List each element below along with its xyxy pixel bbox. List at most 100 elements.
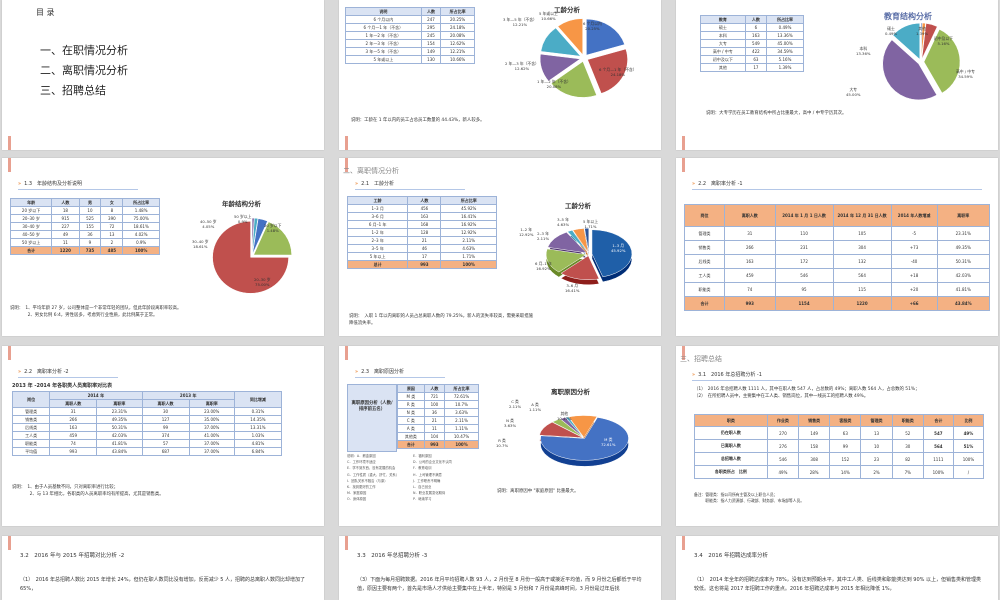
cell: 245 — [420, 31, 442, 40]
pie-label: 1–3 月 45.92% — [611, 243, 626, 253]
section-heading: » 2.1 工龄分析 — [355, 180, 394, 188]
pie-slice — [567, 229, 588, 253]
cell: 1.11% — [444, 424, 479, 433]
cell: 20 岁以下 — [9, 206, 53, 215]
table-header: 人数 — [51, 198, 80, 207]
cell: 1220 — [51, 246, 80, 255]
cell: 11 — [423, 424, 446, 433]
slide-education[interactable]: 教育 人数 所占比率 硕士 6 0.49% 本科 163 13.36% 大专 549 45.… — [676, 0, 998, 150]
divider — [355, 189, 465, 190]
slide-tenure[interactable]: 说明 人数 所占比率 6 个月以内 247 20.25% 6 个月—1 年（不含） 2… — [339, 0, 661, 150]
cell: 大专 — [700, 39, 746, 48]
slide-compare[interactable]: » 2.2 离职率分析 -2 2013 年 -2014 年各职类人员离职率对比表 … — [2, 346, 324, 526]
cell: 687 — [141, 447, 190, 456]
table-row: 6 个月—1 年（不含） 295 24.18% — [345, 23, 475, 32]
table-row: 20–30 岁 915 525 390 75.00% — [9, 214, 160, 223]
toc-item-3[interactable]: 三、招聘总结 — [40, 84, 106, 97]
slide-reasons[interactable]: » 2.3 离职原因分析 离职原因分析（人数/排序前五名） 原因 人数 所占比率 … — [339, 346, 661, 526]
cell: 422 — [744, 47, 768, 56]
slide-recruit-monthly[interactable]: 3.3 2016 年总招聘分析 -3 （3）下面为每月招聘数据。2016 年月平… — [339, 536, 661, 600]
cell: 42.03% — [96, 431, 143, 440]
slide-toc[interactable]: 目 录 一、在职情况分析 二、离职情况分析 三、招聘总结 — [2, 0, 324, 150]
slide-accent-bar — [8, 346, 11, 360]
table-header: 女 — [100, 198, 124, 207]
slide-recruitment[interactable]: 三、招聘总结 » 3.1 2016 年总招聘分析 -1 （1） 2016 年总招聘… — [676, 346, 998, 526]
cell: 7% — [891, 465, 924, 479]
cell: 其他 — [700, 63, 746, 72]
table-header: 作业类 — [766, 414, 800, 427]
cell: 735 — [78, 246, 102, 255]
table-row: 工人类 459 546 564 +18 42.03% — [684, 268, 991, 283]
section-heading: 3.2 2016 年与 2015 年招聘对比分析 -2 — [20, 553, 125, 559]
slide-age[interactable]: » 1.3 年龄结构及分析说明 年龄 人数 男 女 所占比率 20 岁以下 18 10… — [2, 158, 324, 336]
table-row-total: 合计 1220 735 485 100% — [9, 246, 160, 255]
pie-label: R 类 10.7% — [496, 438, 509, 448]
cell: 50.31% — [96, 423, 143, 432]
cell: 149 — [420, 47, 442, 56]
pie-label: 3 年—5 年（不含） 12.21% — [503, 17, 537, 27]
pie-slice — [251, 217, 259, 255]
table-header: 所占比率 — [440, 196, 497, 205]
cell: 12.62% — [440, 39, 475, 48]
divider — [18, 189, 138, 190]
toc-item-1[interactable]: 一、在职情况分析 — [40, 44, 128, 57]
cell: 合计 — [684, 296, 725, 311]
cell: 485 — [100, 246, 124, 255]
cell: 12.92% — [440, 228, 497, 237]
table-row: 1–2 年 128 12.92% — [346, 228, 497, 237]
cell: R 类 — [397, 400, 425, 409]
reason-note: 说明：离职原因中 "家庭原因" 比重最大。 — [497, 489, 579, 494]
slide-recruit-compare[interactable]: 3.2 2016 年与 2015 年招聘对比分析 -2 （1） 2016 年总招… — [2, 536, 324, 600]
pie-label: 6 月–1 年 16.92% — [535, 261, 552, 271]
table-header: 2014 年 — [49, 391, 143, 400]
cell: 227 — [51, 222, 80, 231]
table-row: 初中及以下 63 5.16% — [700, 55, 804, 64]
table-row: 50 岁以上 11 9 2 0.9% — [9, 238, 160, 247]
table-row: 3 年—5 年（不含） 149 12.21% — [345, 47, 475, 56]
cell: 18 — [51, 206, 80, 215]
cell: 168 — [407, 220, 442, 229]
pie-label: 硕士 0.49% — [885, 26, 898, 36]
table-header: 2014 年 12 月 31 日人数 — [832, 204, 892, 227]
pie-slice — [920, 22, 926, 60]
slide-recruit-achievement[interactable]: 3.4 2016 年招聘达成率分析 （1） 2014 年全年的招聘达成率为 78… — [676, 536, 998, 600]
tenure-note: 说明：工龄在 1 年以内的员工占总员工数量的 44.43%，新人较多。 — [351, 118, 485, 123]
section-heading: » 2.3 离职原因分析 — [355, 368, 404, 376]
table-row: 高中 / 中专 422 34.59% — [700, 47, 804, 56]
cell: 43.84% — [936, 296, 991, 311]
pie-slices — [882, 22, 961, 101]
table-row-total: 合计 993 100% — [397, 440, 479, 449]
cell: 390 — [100, 214, 124, 223]
cell: 172 — [774, 254, 834, 269]
slide-text: （1） 2014 年全年的招聘达成率为 78%，没有达到预期水平，其中工人类、后… — [694, 577, 981, 592]
cell: 37.00% — [188, 447, 235, 456]
table-header: 离职人数 — [141, 399, 190, 408]
bullet-icon: » — [18, 180, 22, 187]
table-row: 其他 17 1.39% — [700, 63, 804, 72]
cell: 564 — [922, 439, 954, 453]
section-heading-text: 2.2 离职率分析 -1 — [698, 181, 743, 187]
chart-title: 离职原因分析 — [551, 388, 590, 396]
chart-title: 工龄分析 — [554, 6, 580, 14]
cell: 72 — [100, 222, 124, 231]
slide-accent-bar — [345, 536, 348, 550]
cell: 17 — [744, 63, 768, 72]
cell: 12.21% — [440, 47, 475, 56]
bullet-icon: » — [692, 371, 696, 378]
cell: 4.02% — [122, 230, 160, 239]
table-header: 离职率 — [96, 399, 143, 408]
table-row: R 类 100 10.7% — [397, 400, 479, 409]
cell: / — [952, 465, 985, 479]
cell: 28% — [798, 465, 831, 479]
cell: 10 — [78, 206, 102, 215]
cell: 100% — [444, 440, 479, 449]
pie-slice — [923, 29, 961, 94]
cell: 564 — [832, 268, 892, 283]
cell: M 类 — [397, 392, 425, 401]
toc-item-2[interactable]: 二、离职情况分析 — [40, 64, 128, 77]
slide-leave-tenure[interactable]: 二、离职情况分析 » 2.1 工龄分析 工龄 人数 所占比率 1–3 月 456 45… — [339, 158, 661, 336]
slide-turnover[interactable]: » 2.2 离职率分析 -1 岗位 离职人数 2014 年 1 月 1 日人数 2… — [676, 158, 998, 336]
pie-slice — [539, 421, 584, 439]
cell: 20.08% — [440, 31, 475, 40]
recruit-table: 职类 作业类 销售类 客服类 管理类 职能类 合计 比例 仍在职人数 270 149… — [694, 414, 985, 479]
